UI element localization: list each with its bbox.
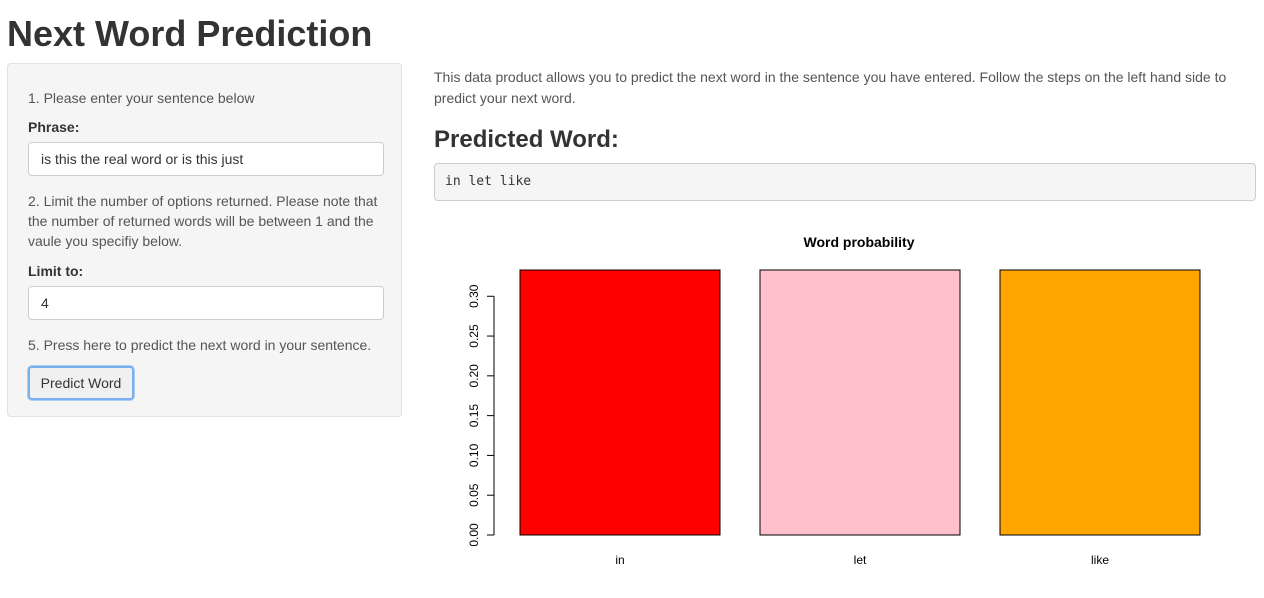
step1-instruction: 1. Please enter your sentence below: [28, 90, 255, 106]
predict-word-button[interactable]: Predict Word: [28, 366, 134, 400]
y-tick-label: 0.30: [467, 284, 481, 308]
predicted-word-output: in let like: [434, 163, 1256, 201]
y-tick-label: 0.15: [467, 404, 481, 428]
x-tick-label: let: [854, 553, 867, 567]
y-tick-label: 0.10: [467, 443, 481, 467]
y-axis: 0.00 0.05 0.10 0.15 0.20 0.25 0.30: [467, 284, 495, 547]
predicted-word-heading: Predicted Word:: [434, 126, 619, 153]
chart-title: Word probability: [804, 234, 915, 250]
page-title: Next Word Prediction: [7, 13, 373, 54]
phrase-input[interactable]: [28, 142, 384, 176]
word-probability-chart: Word probability 0.00 0.05 0.10 0.15 0.20 0.2…: [467, 234, 1201, 567]
y-tick-label: 0.00: [467, 523, 481, 547]
limit-label: Limit to:: [28, 263, 84, 279]
y-tick-label: 0.25: [467, 324, 481, 348]
step2-instruction: 2. Limit the number of options returned.…: [28, 193, 378, 249]
y-tick-label: 0.05: [467, 483, 481, 507]
bar-group: [519, 269, 1201, 536]
intro-text: This data product allows you to predict …: [434, 69, 1227, 106]
limit-input[interactable]: [28, 286, 384, 320]
bar-in: [519, 269, 721, 536]
bar-like: [999, 269, 1201, 536]
phrase-label: Phrase:: [28, 119, 80, 135]
x-tick-label: like: [1091, 553, 1109, 567]
bar-let: [759, 269, 961, 536]
x-tick-label: in: [615, 553, 624, 567]
step5-instruction: 5. Press here to predict the next word i…: [28, 337, 372, 353]
y-tick-label: 0.20: [467, 364, 481, 388]
x-axis-labels: in let like: [615, 553, 1109, 567]
sidebar-panel: 1. Please enter your sentence below Phra…: [7, 63, 402, 417]
